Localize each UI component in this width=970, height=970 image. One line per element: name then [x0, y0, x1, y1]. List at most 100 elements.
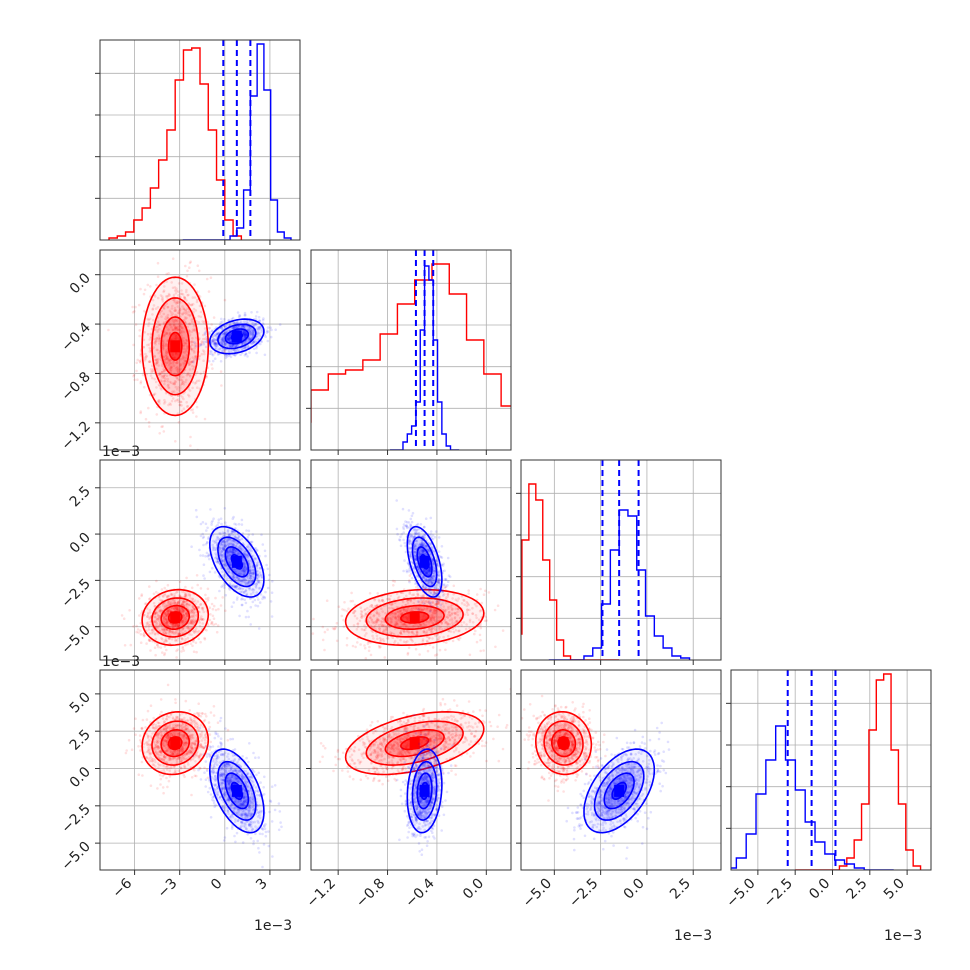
- scatter-point: [189, 347, 193, 350]
- scatter-point: [165, 318, 168, 321]
- scatter-point: [181, 620, 184, 623]
- scatter-point: [185, 311, 189, 314]
- scatter-point: [185, 290, 188, 294]
- scatter-point: [159, 386, 162, 390]
- scatter-point: [201, 341, 204, 344]
- scatter-point: [166, 384, 170, 387]
- scatter-point: [163, 333, 166, 336]
- scatter-point: [369, 653, 373, 657]
- scatter-point: [166, 306, 169, 309]
- scatter-point: [181, 610, 185, 613]
- scatter-point: [429, 530, 433, 533]
- scatter-point: [203, 352, 206, 356]
- scatter-point: [224, 356, 228, 360]
- scatter-point: [251, 600, 255, 604]
- scatter-point: [207, 557, 211, 561]
- scatter-point: [224, 593, 228, 597]
- density-peak-1-0-series-1: [231, 330, 242, 343]
- scatter-point: [232, 348, 235, 352]
- scatter-point: [143, 356, 147, 359]
- scatter-point: [157, 399, 160, 403]
- scatter-point: [226, 338, 229, 341]
- scatter-point: [147, 623, 151, 626]
- scatter-point: [168, 331, 172, 335]
- scatter-point: [214, 341, 217, 345]
- scatter-point: [187, 622, 190, 626]
- scatter-point: [474, 629, 477, 633]
- scatter-point: [161, 651, 164, 654]
- scatter-point: [162, 306, 166, 310]
- scatter-point: [174, 385, 178, 389]
- scatter-point: [173, 379, 177, 383]
- scatter-point: [240, 324, 244, 328]
- scatter-point: [157, 614, 160, 618]
- scatter-point: [419, 523, 423, 526]
- scatter-point: [215, 332, 218, 336]
- scatter-point: [149, 368, 153, 371]
- scatter-point: [175, 326, 179, 330]
- scatter-point: [167, 358, 171, 362]
- scatter-point: [249, 605, 253, 609]
- scatter-point: [189, 444, 192, 448]
- scatter-point: [173, 383, 176, 386]
- scatter-point: [243, 311, 247, 315]
- scatter-point: [169, 362, 172, 365]
- scatter-point: [190, 360, 193, 364]
- scatter-point: [146, 332, 150, 336]
- scatter-point: [161, 342, 165, 345]
- scatter-point: [179, 315, 182, 318]
- scatter-point: [235, 326, 239, 330]
- scatter-point: [257, 627, 261, 630]
- scatter-point: [167, 359, 171, 363]
- scatter-point: [165, 315, 168, 319]
- scatter-point: [148, 639, 152, 643]
- scatter-point: [193, 328, 196, 331]
- scatter-point: [200, 618, 203, 621]
- scatter-point: [204, 345, 208, 349]
- scatter-point: [172, 397, 175, 400]
- scatter-point: [211, 367, 214, 370]
- marks-0-0: [108, 40, 292, 240]
- scatter-point: [165, 648, 168, 652]
- scatter-point: [431, 646, 435, 649]
- scatter-point: [222, 340, 225, 343]
- scatter-point: [192, 324, 196, 328]
- ytick-label-1-3: 0.0: [67, 270, 94, 297]
- scatter-point: [245, 319, 248, 323]
- scatter-point: [312, 617, 315, 621]
- scatter-point: [172, 599, 175, 602]
- scatter-point: [154, 343, 157, 346]
- scatter-point: [261, 322, 265, 325]
- scatter-point: [214, 338, 218, 342]
- scatter-point: [222, 339, 225, 342]
- scatter-point: [188, 389, 192, 392]
- scatter-point: [195, 300, 199, 304]
- scatter-point: [223, 348, 226, 352]
- scatter-point: [168, 368, 172, 371]
- scatter-point: [183, 316, 187, 319]
- scatter-point: [148, 346, 151, 350]
- scatter-point: [233, 348, 236, 352]
- scatter-point: [178, 311, 182, 315]
- scatter-point: [177, 386, 180, 389]
- scatter-point: [240, 518, 244, 522]
- scatter-point: [166, 357, 169, 361]
- scatter-point: [224, 332, 227, 335]
- scatter-point: [179, 595, 182, 598]
- scatter-point: [214, 344, 218, 347]
- scatter-point: [192, 360, 195, 364]
- scatter-point: [176, 608, 179, 611]
- scatter-point: [160, 298, 164, 301]
- scatter-point: [218, 323, 222, 326]
- scatter-point: [157, 339, 161, 343]
- scatter-point: [163, 617, 166, 620]
- scatter-point: [252, 341, 255, 345]
- scatter-point: [141, 373, 145, 377]
- scatter-point: [158, 432, 161, 435]
- scatter-point: [154, 362, 158, 365]
- scatter-point: [191, 381, 195, 384]
- scatter-point: [211, 339, 215, 342]
- scatter-point: [182, 375, 185, 379]
- scatter-point: [183, 602, 186, 606]
- scatter-point: [154, 611, 157, 615]
